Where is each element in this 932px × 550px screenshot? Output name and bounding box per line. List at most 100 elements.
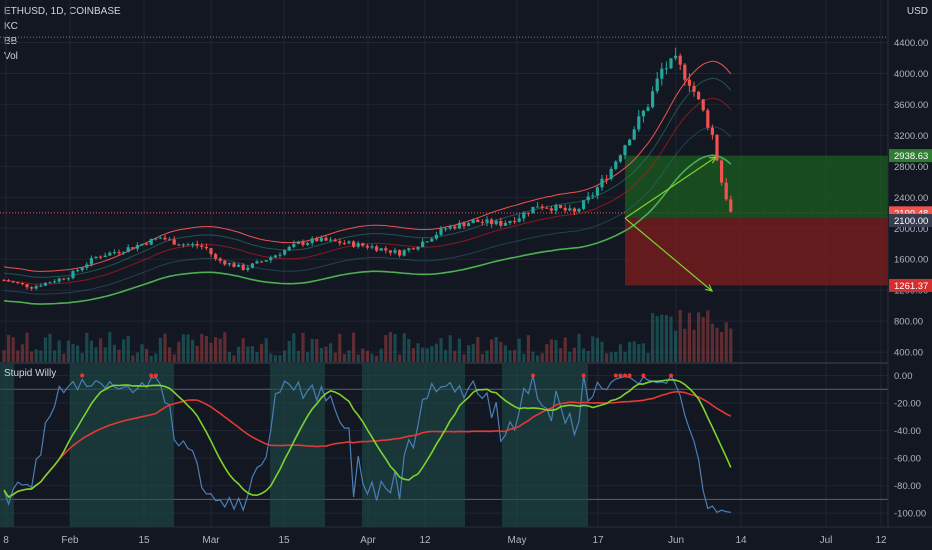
candle-body [112, 252, 116, 254]
volume-bars [2, 309, 733, 362]
candle-body [57, 278, 61, 282]
candle-body [117, 252, 121, 254]
willy-panel [0, 364, 888, 527]
volume-bar [646, 353, 650, 362]
volume-bar [2, 350, 6, 362]
time-tick-label: May [508, 535, 527, 546]
candle-body [434, 234, 438, 239]
candle-body [80, 267, 84, 271]
volume-bar [30, 351, 34, 362]
overbought-dot [669, 373, 673, 378]
volume-bar [269, 353, 273, 362]
volume-bar [342, 353, 346, 362]
volume-indicator-label[interactable]: Vol [4, 51, 18, 62]
volume-bar [191, 339, 195, 362]
candle-body [200, 245, 204, 247]
candle-body [687, 79, 691, 86]
volume-bar [214, 337, 218, 362]
candle-body [168, 239, 172, 241]
candle-body [76, 270, 80, 272]
volume-bar [149, 355, 153, 362]
volume-bar [154, 353, 158, 362]
candle-body [710, 127, 714, 135]
candle-body [204, 246, 208, 249]
volume-bar [600, 341, 604, 362]
volume-bar [76, 345, 80, 362]
bb-upper-line [3, 77, 732, 278]
candle-body [163, 237, 167, 240]
volume-bar [48, 333, 52, 362]
volume-bar [724, 322, 728, 362]
symbol-label[interactable]: ETHUSD, 1D, COINBASE [4, 6, 121, 17]
indicator-label[interactable]: Stupid Willy [4, 368, 57, 379]
volume-bar [227, 351, 231, 362]
bull-arrow-head [708, 156, 718, 164]
volume-bar [669, 316, 673, 362]
candle-body [614, 161, 618, 169]
candle-body [2, 280, 6, 282]
candle-body [352, 241, 356, 247]
candle-body [457, 223, 461, 229]
volume-bar [168, 347, 172, 362]
candle-body [89, 258, 93, 265]
candle-body [122, 251, 126, 253]
volume-bar [439, 338, 443, 362]
volume-bar [260, 343, 264, 362]
volume-bar [250, 345, 254, 362]
volume-bar [103, 347, 107, 362]
time-tick-label: Jun [668, 535, 684, 546]
volume-bar [568, 351, 572, 362]
volume-bar [246, 346, 250, 362]
projection-arrows [624, 156, 718, 292]
price-tick-label: 1600.00 [894, 255, 928, 266]
candle-body [218, 258, 222, 261]
volume-bar [411, 348, 415, 362]
candle-body [444, 228, 448, 230]
candle-body [536, 206, 540, 208]
candle-body [99, 256, 103, 258]
volume-bar [158, 337, 162, 362]
candle-body [209, 248, 213, 255]
bb-lower-fill-line [3, 126, 732, 295]
volume-bar [347, 350, 351, 362]
volume-bar [140, 344, 144, 362]
volume-bar [181, 334, 185, 362]
candle-body [430, 238, 434, 242]
candle-body [490, 219, 494, 225]
volume-bar [655, 316, 659, 362]
bb-indicator-label[interactable]: BB [4, 36, 18, 47]
kc-mid-line [3, 97, 732, 285]
kc-indicator-label[interactable]: KC [4, 21, 18, 32]
candle-body [586, 196, 590, 201]
candle-body [632, 129, 636, 140]
overbought-dot [627, 373, 632, 378]
candle-body [126, 247, 130, 252]
willy-tick-label: -100.00 [894, 509, 926, 520]
overbought-dot [623, 373, 627, 378]
bull-arrow [624, 156, 717, 219]
candle-body [66, 278, 70, 280]
candle-body [250, 263, 254, 268]
candle-body [674, 55, 678, 59]
time-tick-label: Apr [360, 535, 376, 546]
volume-bar [172, 354, 176, 362]
price-tick-label: 2400.00 [894, 193, 928, 204]
volume-bar [531, 351, 535, 362]
volume-bar [609, 352, 613, 362]
willy-tick-label: -60.00 [894, 454, 921, 465]
candle-body [609, 168, 613, 179]
volume-bar [485, 350, 489, 362]
candle-body [246, 267, 250, 270]
volume-bar [388, 332, 392, 362]
candle-body [342, 243, 346, 245]
chart-legend: ETHUSD, 1D, COINBASE KC BB Vol [4, 4, 121, 64]
candle-body [177, 244, 181, 246]
candle-body [370, 246, 374, 248]
fast-ma-line [3, 378, 732, 499]
candle-body [582, 200, 586, 209]
volume-bar [195, 346, 199, 362]
volume-bar [678, 309, 682, 362]
candle-body [227, 263, 231, 265]
volume-bar [660, 314, 664, 362]
